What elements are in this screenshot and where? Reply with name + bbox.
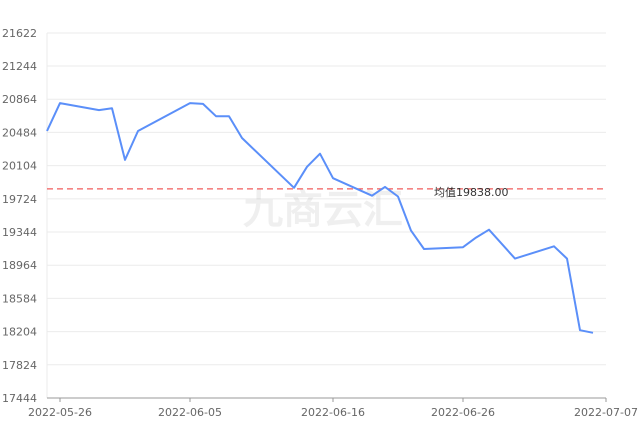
series-line xyxy=(46,102,594,334)
y-tick-label: 19724 xyxy=(2,193,37,206)
y-tick-label: 20104 xyxy=(2,160,37,173)
x-tick-label: 2022-06-16 xyxy=(301,406,365,419)
x-tick-label: 2022-06-05 xyxy=(158,406,222,419)
gridlines xyxy=(46,32,606,399)
y-tick-label: 19344 xyxy=(2,226,37,239)
series-layer xyxy=(46,102,594,334)
y-tick-label: 21622 xyxy=(2,27,37,40)
y-tick-label: 17444 xyxy=(2,392,37,405)
y-tick-label: 17824 xyxy=(2,359,37,372)
average-line-group: 均值19838.00 xyxy=(47,186,606,199)
y-tick-label: 18584 xyxy=(2,292,37,305)
x-axis: 2022-05-26 2022-06-05 2022-06-16 2022-06-26… xyxy=(28,397,638,419)
average-label: 均值19838.00 xyxy=(434,186,509,199)
y-tick-label: 18204 xyxy=(2,326,37,339)
y-tick-label: 18964 xyxy=(2,259,37,272)
x-tick-label: 2022-05-26 xyxy=(28,406,92,419)
x-tick-label: 2022-06-26 xyxy=(431,406,495,419)
y-tick-label: 20484 xyxy=(2,126,37,139)
watermark: 九商云汇 xyxy=(243,187,403,233)
y-axis-labels: 17444 17824 18204 18584 18964 19344 19724 20104… xyxy=(2,27,37,405)
x-tick-label: 2022-07-07 xyxy=(574,406,638,419)
y-tick-label: 21244 xyxy=(2,60,37,73)
y-tick-label: 20864 xyxy=(2,93,37,106)
